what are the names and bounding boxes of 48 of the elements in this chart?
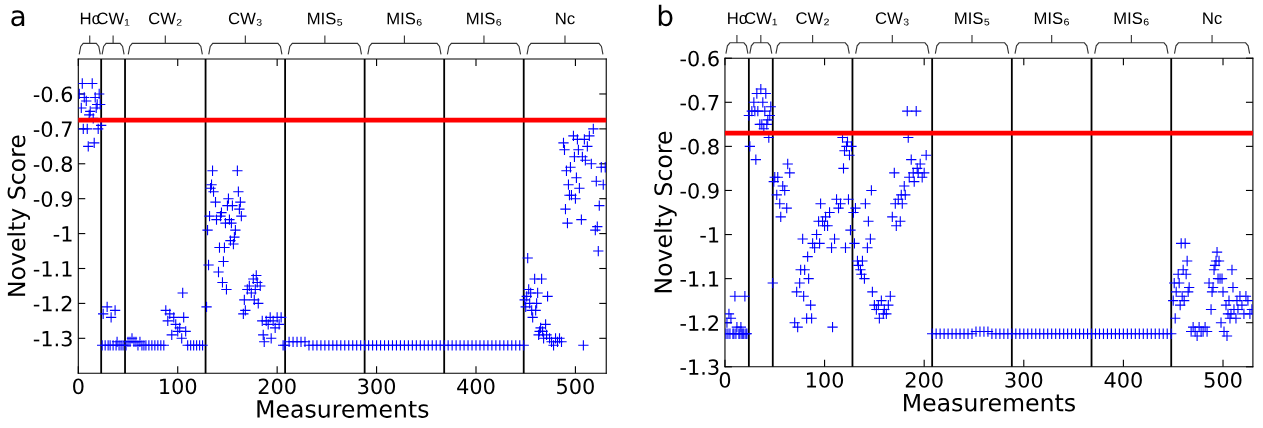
y-axis-title: Novelty Score bbox=[7, 135, 31, 296]
y-tick-label: -1.1 bbox=[33, 261, 72, 277]
text: MIS₅ bbox=[955, 12, 990, 26]
text: MIS₆ bbox=[1114, 12, 1149, 26]
text: Nc bbox=[1203, 12, 1222, 25]
x-tick-label: 400 bbox=[1104, 372, 1142, 388]
x-tick-label: 500 bbox=[557, 378, 594, 395]
x-axis-title: Measurements bbox=[257, 400, 429, 418]
y-tick-label: -0.8 bbox=[33, 156, 73, 172]
x-tick-label: 300 bbox=[358, 378, 396, 395]
y-tick-label: -0.7 bbox=[680, 94, 719, 111]
y-tick-label: -0.6 bbox=[33, 86, 73, 103]
text: Nc bbox=[556, 12, 575, 25]
y-tick-label: -1.2 bbox=[33, 295, 72, 312]
text: MIS₆ bbox=[387, 12, 422, 26]
y-tick-label: -1 bbox=[700, 227, 719, 243]
text: MIS₆ bbox=[1034, 12, 1069, 26]
text: CW₂ bbox=[796, 12, 829, 26]
y-tick-label: -0.6 bbox=[680, 50, 719, 67]
y-tick-label: -1.1 bbox=[680, 271, 719, 287]
x-tick-label: 500 bbox=[1204, 372, 1242, 388]
text: CW₁ bbox=[744, 12, 778, 26]
y-tick-label: -0.7 bbox=[33, 121, 72, 138]
x-tick-label: 200 bbox=[258, 378, 296, 395]
chart-title: a bbox=[11, 10, 25, 27]
x-tick-label: 200 bbox=[905, 372, 943, 388]
text: CW₂ bbox=[149, 12, 182, 26]
x-tick-label: 100 bbox=[160, 378, 197, 395]
y-tick-label: -1 bbox=[53, 226, 72, 242]
y-tick-label: -0.9 bbox=[680, 182, 719, 199]
y-tick-label: -1.3 bbox=[33, 330, 72, 347]
x-tick-label: 400 bbox=[457, 378, 495, 395]
text: Hc bbox=[728, 12, 747, 25]
text: MIS₅ bbox=[308, 12, 343, 26]
y-tick-label: -0.8 bbox=[680, 138, 719, 155]
y-axis-title: Novelty Score bbox=[653, 131, 677, 293]
x-axis-title: Measurements bbox=[904, 393, 1075, 412]
x-tick-label: 100 bbox=[806, 372, 844, 388]
chart-title: b bbox=[658, 4, 673, 27]
y-tick-label: -1.3 bbox=[680, 359, 719, 376]
text: CW₃ bbox=[228, 12, 262, 26]
x-tick-label: 0 bbox=[73, 378, 84, 395]
x-tick-label: 300 bbox=[1005, 372, 1043, 388]
y-tick-label: -1.2 bbox=[680, 315, 719, 331]
x-tick-label: 0 bbox=[719, 372, 731, 388]
y-tick-label: -0.9 bbox=[33, 191, 72, 207]
text: MIS₆ bbox=[467, 12, 502, 26]
text: CW₃ bbox=[875, 12, 909, 26]
